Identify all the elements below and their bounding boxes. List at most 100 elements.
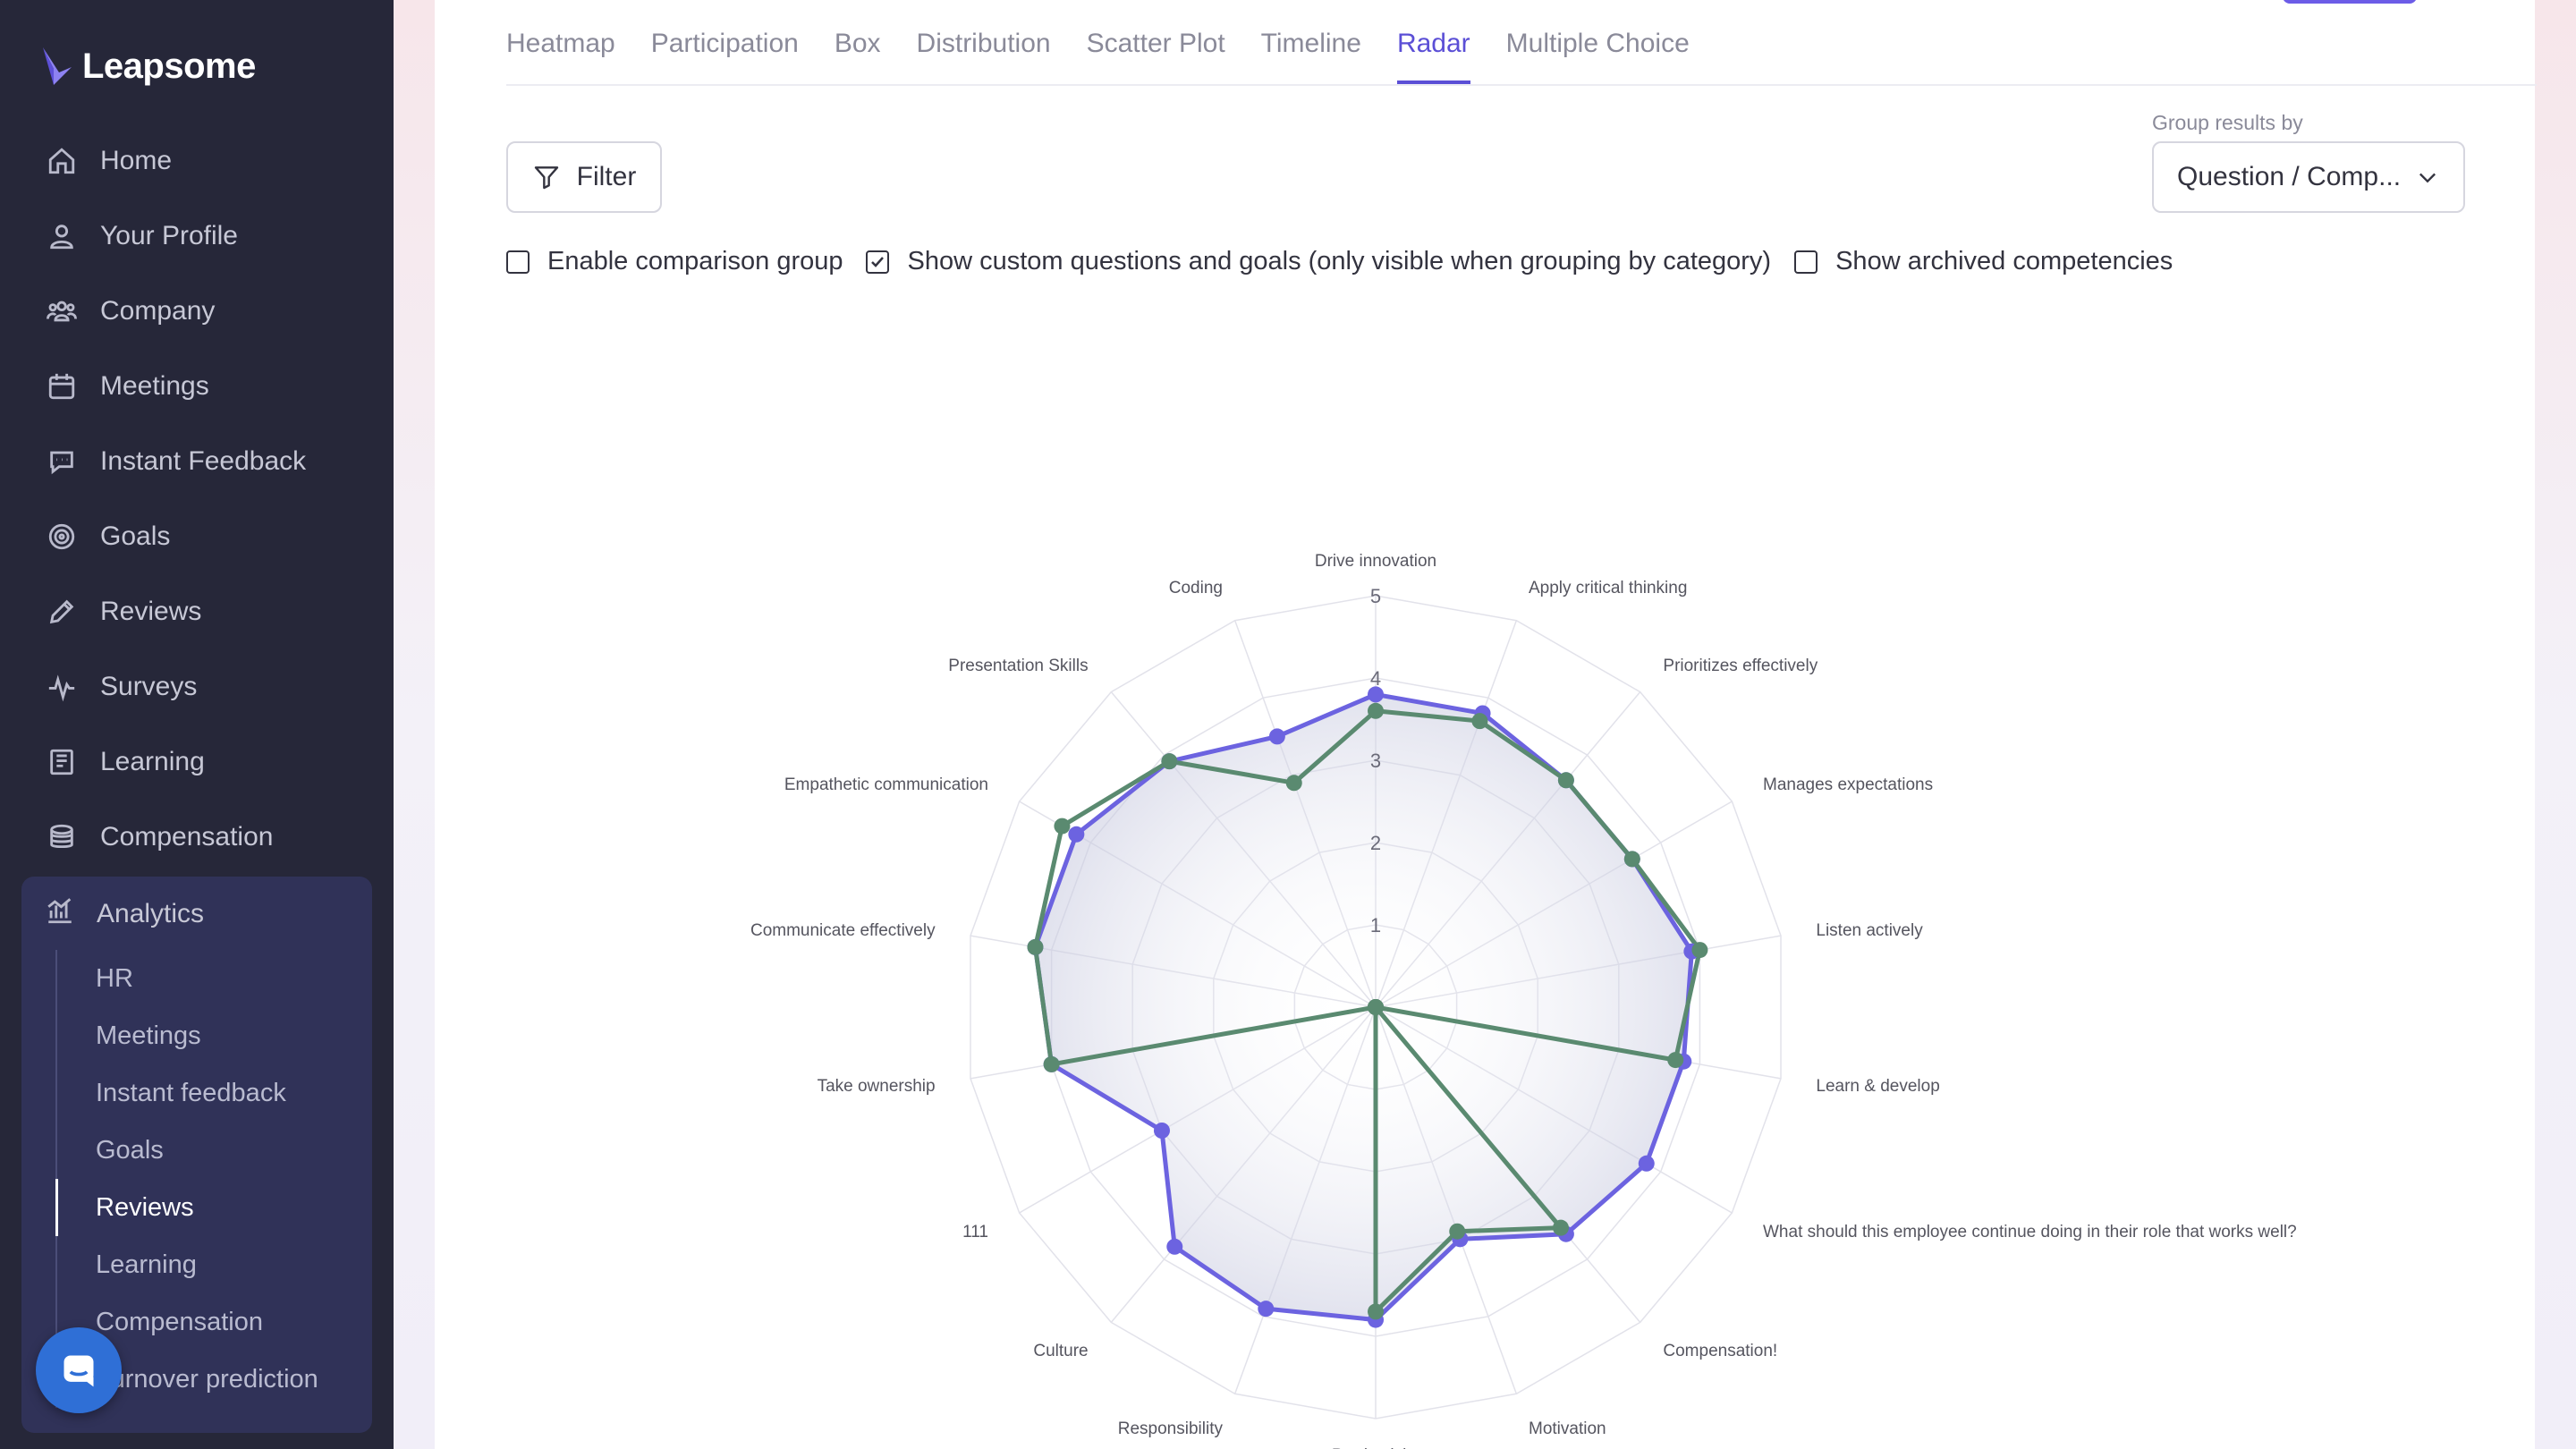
radar-tick-label: 5 xyxy=(1370,585,1381,607)
radar-point xyxy=(1449,1223,1466,1240)
custom-questions-label: Show custom questions and goals (only vi… xyxy=(907,247,1772,275)
support-chat-button[interactable] xyxy=(36,1327,122,1413)
sidebar-item-your-profile[interactable]: Your Profile xyxy=(21,199,372,274)
archived-competencies-option[interactable]: Show archived competencies xyxy=(1794,247,2173,276)
bar-chart-icon xyxy=(45,895,75,933)
tab-timeline[interactable]: Timeline xyxy=(1260,29,1361,58)
filter-icon xyxy=(534,166,558,190)
subnav-item-hr[interactable]: HR xyxy=(96,963,133,993)
tab-multiple-choice[interactable]: Multiple Choice xyxy=(1505,29,1690,58)
radar-point xyxy=(1638,1155,1655,1172)
radar-tick-label: 2 xyxy=(1370,832,1381,854)
radar-point xyxy=(1027,938,1044,955)
calendar-icon xyxy=(45,369,79,403)
sidebar-item-instant-feedback[interactable]: Instant Feedback xyxy=(21,424,372,499)
archived-competencies-checkbox[interactable] xyxy=(1794,250,1818,274)
group-by-label: Group results by xyxy=(2152,111,2303,134)
book-icon xyxy=(45,745,79,779)
radar-category-label: Drive innovation xyxy=(1315,552,1436,571)
user-icon xyxy=(45,219,79,253)
sidebar-item-company[interactable]: Company xyxy=(21,274,372,349)
sidebar-item-analytics[interactable]: Analytics xyxy=(21,877,372,952)
subnav-item-meetings[interactable]: Meetings xyxy=(96,1021,201,1050)
radar-category-label: Apply critical thinking xyxy=(1529,579,1687,597)
radar-category-label: Culture xyxy=(1033,1342,1088,1360)
comparison-group-checkbox[interactable] xyxy=(506,250,530,274)
checkmark-icon xyxy=(871,256,885,267)
filter-button[interactable]: Filter xyxy=(506,141,662,213)
sidebar-item-meetings[interactable]: Meetings xyxy=(21,349,372,424)
radar-point xyxy=(1557,772,1574,789)
pencil-icon xyxy=(45,595,79,629)
radar-point xyxy=(1054,818,1071,835)
tab-radar[interactable]: Radar xyxy=(1396,20,1470,84)
radar-point xyxy=(1043,1055,1060,1072)
sidebar-item-label: Meetings xyxy=(100,371,209,401)
radar-point xyxy=(1368,702,1384,719)
sidebar-item-label: Your Profile xyxy=(100,221,238,250)
sidebar-item-label: Reviews xyxy=(100,597,202,626)
tab-heatmap[interactable]: Heatmap xyxy=(506,29,615,58)
tab-box[interactable]: Box xyxy=(834,29,881,58)
radar-category-label: Motivation xyxy=(1529,1419,1606,1438)
radar-category-label: Listen actively xyxy=(1816,921,1923,940)
leapsome-logo[interactable]: Leapsome xyxy=(39,41,256,91)
radar-category-label: What should this employee continue doing… xyxy=(1763,1223,2297,1241)
group-by-select[interactable]: Question / Comp... xyxy=(2152,141,2465,213)
subnav-item-reviews[interactable]: Reviews xyxy=(55,1179,360,1236)
radar-point xyxy=(1285,775,1302,792)
subnav-item-instant-feedback[interactable]: Instant feedback xyxy=(96,1078,286,1107)
analytics-tabs: Heatmap Participation Box Distribution S… xyxy=(506,20,2537,86)
chevron-down-icon xyxy=(2419,173,2436,183)
radar-point xyxy=(1691,942,1708,959)
sidebar-item-label: Home xyxy=(100,146,173,175)
tab-distribution[interactable]: Distribution xyxy=(916,29,1051,58)
main-nav: Home Your Profile Company Meetings Insta… xyxy=(21,123,372,875)
sidebar-item-home[interactable]: Home xyxy=(21,123,372,199)
radar-chart: 1 2 3 4 5 Drive innovation Apply critical thin… xyxy=(435,501,2535,1449)
radar-tick-label: 3 xyxy=(1370,750,1381,772)
radar-point xyxy=(1623,851,1640,868)
sidebar-item-learning[interactable]: Learning xyxy=(21,724,372,800)
radar-category-label: Compensation! xyxy=(1663,1342,1777,1360)
filter-label: Filter xyxy=(576,162,637,191)
sidebar-item-label: Instant Feedback xyxy=(100,446,307,476)
chat-icon xyxy=(45,445,79,479)
sidebar-item-surveys[interactable]: Surveys xyxy=(21,649,372,724)
radar-category-label: Take ownership xyxy=(818,1077,936,1096)
sidebar-item-goals[interactable]: Goals xyxy=(21,499,372,574)
pulse-icon xyxy=(45,670,79,704)
subnav-item-compensation[interactable]: Compensation xyxy=(96,1307,263,1336)
subnav-item-goals[interactable]: Goals xyxy=(96,1135,164,1165)
custom-questions-checkbox[interactable] xyxy=(866,250,890,274)
tab-scatter-plot[interactable]: Scatter Plot xyxy=(1086,29,1225,58)
radar-category-label: Manages expectations xyxy=(1763,775,1933,794)
sidebar-item-label: Company xyxy=(100,296,216,326)
sidebar: Leapsome Home Your Profile Company Meeti… xyxy=(0,0,394,1449)
sidebar-item-compensation[interactable]: Compensation xyxy=(21,800,372,875)
radar-point xyxy=(1258,1301,1275,1318)
subnav-item-turnover-prediction[interactable]: Turnover prediction xyxy=(96,1364,318,1394)
radar-category-label: Empathetic communication xyxy=(784,775,988,794)
radar-category-label: Responsibility xyxy=(1118,1419,1224,1438)
home-icon xyxy=(45,144,79,178)
subnav-item-learning[interactable]: Learning xyxy=(96,1250,197,1279)
group-by-value: Question / Comp... xyxy=(2177,162,2402,191)
radar-point xyxy=(1471,713,1488,730)
radar-chart-svg: 1 2 3 4 5 Drive innovation Apply critical thin… xyxy=(750,552,2297,1449)
custom-questions-option[interactable]: Show custom questions and goals (only vi… xyxy=(866,247,1771,276)
target-icon xyxy=(45,520,79,554)
comparison-group-option[interactable]: Enable comparison group xyxy=(506,247,843,276)
chart-options: Enable comparison group Show custom ques… xyxy=(506,247,2196,276)
radar-category-label: Communicate effectively xyxy=(750,921,936,940)
radar-point xyxy=(1068,826,1085,843)
sidebar-item-reviews[interactable]: Reviews xyxy=(21,574,372,649)
tab-participation[interactable]: Participation xyxy=(650,29,799,58)
coins-icon xyxy=(45,820,79,854)
brand-name: Leapsome xyxy=(82,46,256,86)
primary-action-button[interactable] xyxy=(2283,0,2417,4)
radar-point xyxy=(1153,1123,1170,1139)
analytics-subnav: HR Meetings Instant feedback Goals Revie… xyxy=(55,950,360,1408)
radar-point xyxy=(1166,1238,1183,1255)
sidebar-item-label: Compensation xyxy=(100,822,274,852)
